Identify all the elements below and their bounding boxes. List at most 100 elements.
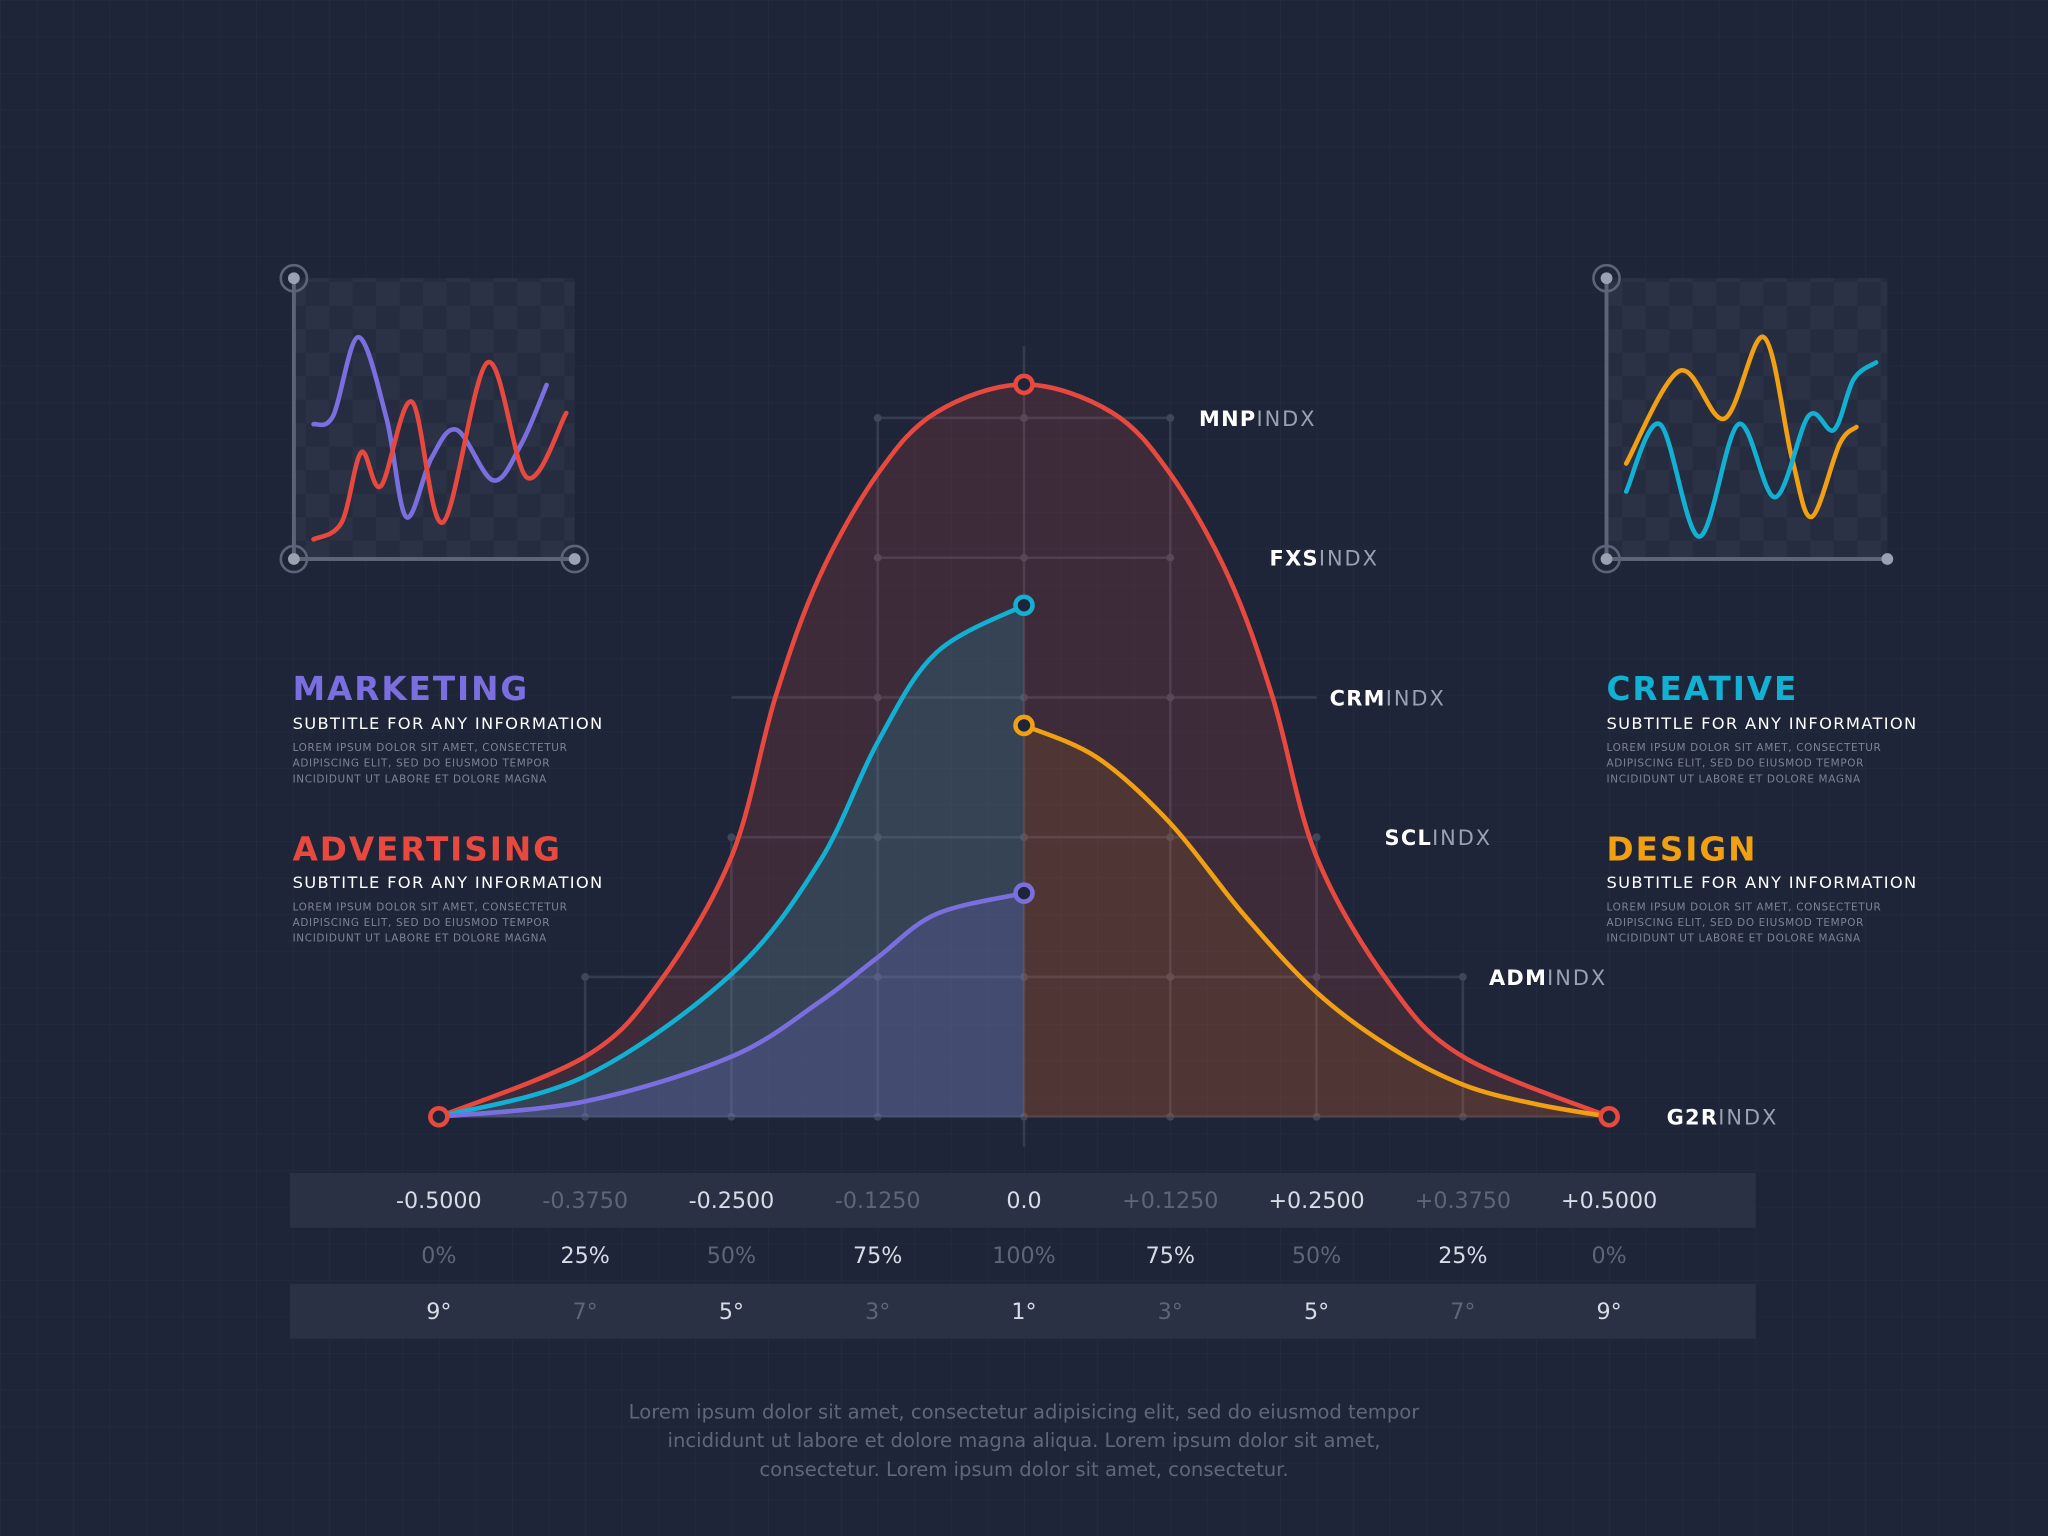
table-cell: +0.1250 — [1122, 1188, 1218, 1214]
index-label: FXSINDX — [1270, 547, 1379, 571]
index-label: SCLINDX — [1384, 826, 1492, 850]
section-title: CREATIVE — [1607, 670, 1799, 708]
axis-handle-dot — [568, 553, 581, 565]
table-cell: 50% — [1292, 1243, 1341, 1269]
index-label-light: INDX — [1256, 407, 1316, 431]
table-cell: 5° — [1304, 1299, 1329, 1325]
section-body-line: INCIDIDUNT UT LABORE ET DOLORE MAGNA — [293, 773, 548, 785]
section-subtitle: SUBTITLE FOR ANY INFORMATION — [293, 714, 604, 733]
index-label-light: INDX — [1319, 547, 1379, 571]
grid-node — [1166, 553, 1175, 562]
data-point-marker — [1013, 714, 1035, 737]
section-body-line: INCIDIDUNT UT LABORE ET DOLORE MAGNA — [1607, 933, 1862, 945]
table-cell: 50% — [707, 1243, 756, 1269]
mini-series-line — [1623, 334, 1859, 520]
footer-line: incididunt ut labore et dolore magna ali… — [668, 1429, 1381, 1452]
index-label: G2RINDX — [1667, 1106, 1779, 1130]
main-chart-lines — [436, 382, 1612, 1120]
footer-line: Lorem ipsum dolor sit amet, consectetur … — [629, 1400, 1421, 1423]
section-marketing: MARKETING SUBTITLE FOR ANY INFORMATION L… — [293, 670, 604, 785]
axis-handle-dot — [1600, 272, 1613, 285]
table-row-band — [289, 1172, 1756, 1228]
index-label-bold: CRM — [1330, 686, 1386, 710]
grid-node — [1312, 973, 1321, 981]
grid-node — [1020, 693, 1028, 702]
section-advertising: ADVERTISING SUBTITLE FOR ANY INFORMATION… — [293, 831, 604, 945]
mini-series-line — [311, 360, 569, 542]
index-label-bold: G2R — [1667, 1106, 1719, 1130]
grid-node — [1166, 833, 1175, 842]
footer-text: Lorem ipsum dolor sit amet, consectetur … — [629, 1400, 1421, 1480]
table-cell: 9° — [426, 1299, 451, 1325]
index-label-bold: ADM — [1489, 966, 1547, 990]
series-line — [436, 890, 1027, 1120]
section-body-line: LOREM IPSUM DOLOR SIT AMET, CONSECTETUR — [1607, 742, 1882, 754]
data-point-marker — [1013, 882, 1035, 904]
table-cell: -0.2500 — [689, 1188, 775, 1214]
table-cell: -0.1250 — [835, 1188, 921, 1214]
index-labels: G2RINDXADMINDXSCLINDXCRMINDXFXSINDXMNPIN… — [1199, 407, 1779, 1130]
axis-handle-ring — [560, 544, 590, 574]
main-chart-grid — [434, 346, 1614, 1147]
index-label-light: INDX — [1718, 1106, 1778, 1130]
index-label-bold: MNP — [1199, 407, 1256, 431]
section-body-line: ADIPISCING ELIT, SED DO EIUSMOD TEMPOR — [293, 917, 551, 929]
data-point-marker — [1598, 1105, 1620, 1128]
grid-node — [1166, 973, 1175, 981]
grid-node — [873, 973, 882, 981]
section-subtitle: SUBTITLE FOR ANY INFORMATION — [1607, 873, 1918, 892]
table-cell: 25% — [560, 1243, 609, 1269]
grid-node — [873, 553, 882, 562]
table-cell: +0.2500 — [1268, 1188, 1364, 1214]
axis-handle-ring — [279, 263, 309, 293]
section-body-line: LOREM IPSUM DOLOR SIT AMET, CONSECTETUR — [1607, 901, 1882, 913]
grid-node — [873, 1112, 882, 1121]
grid-node — [1312, 1112, 1321, 1121]
section-body-line: INCIDIDUNT UT LABORE ET DOLORE MAGNA — [293, 933, 548, 945]
table-cell: 0% — [1592, 1243, 1627, 1269]
index-label: MNPINDX — [1199, 407, 1316, 431]
grid-node — [1458, 973, 1467, 981]
table-cell: 5° — [719, 1299, 744, 1325]
section-body-line: ADIPISCING ELIT, SED DO EIUSMOD TEMPOR — [1607, 758, 1865, 770]
table-cell: 100% — [992, 1243, 1055, 1269]
grid-node — [1020, 973, 1028, 981]
grid-node — [581, 1112, 590, 1121]
section-body-line: INCIDIDUNT UT LABORE ET DOLORE MAGNA — [1607, 773, 1862, 785]
section-creative: CREATIVE SUBTITLE FOR ANY INFORMATION LO… — [1607, 670, 1917, 785]
axis-handle-dot — [288, 553, 300, 565]
table-cell: -0.3750 — [542, 1188, 628, 1214]
grid-node — [1020, 553, 1028, 562]
series-area-fill — [438, 605, 1024, 1117]
table-cell: 7° — [573, 1299, 598, 1325]
axis-handle-ring — [279, 544, 309, 574]
data-point-marker — [428, 1105, 450, 1128]
mini-series-line — [1623, 360, 1879, 539]
axis-handle-dot — [288, 272, 300, 285]
grid-node — [1312, 833, 1321, 842]
grid-node — [1458, 1112, 1467, 1121]
mini-chart-right — [1592, 263, 1894, 574]
section-subtitle: SUBTITLE FOR ANY INFORMATION — [293, 873, 604, 892]
footer-line: consectetur. Lorem ipsum dolor sit amet,… — [759, 1458, 1288, 1481]
table-row-band — [289, 1283, 1756, 1339]
section-body-line: LOREM IPSUM DOLOR SIT AMET, CONSECTETUR — [293, 742, 568, 754]
index-label-light: INDX — [1386, 686, 1446, 710]
section-design: DESIGN SUBTITLE FOR ANY INFORMATION LORE… — [1607, 831, 1918, 945]
grid-node — [1020, 1112, 1028, 1121]
grid-node — [873, 693, 882, 702]
section-title: MARKETING — [293, 670, 530, 708]
grid-node — [727, 1112, 736, 1121]
axis-handle-ring — [1592, 544, 1621, 574]
grid-node — [1166, 414, 1175, 422]
table-cell: 3° — [865, 1299, 890, 1325]
index-label-light: INDX — [1547, 966, 1607, 990]
data-point-marker — [1013, 373, 1035, 396]
table-cell: 3° — [1158, 1299, 1183, 1325]
index-label: ADMINDX — [1489, 966, 1607, 990]
data-point-marker — [1013, 594, 1035, 617]
main-chart-markers — [428, 373, 1620, 1128]
axis-handle-dot — [1881, 553, 1894, 565]
table-cell: 75% — [1146, 1243, 1195, 1269]
index-label-bold: FXS — [1270, 547, 1319, 571]
